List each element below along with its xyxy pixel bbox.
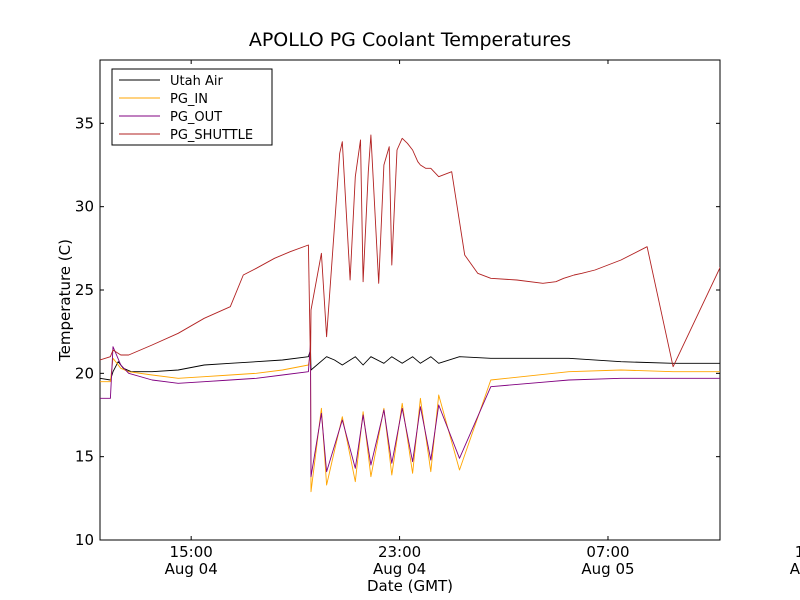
- x-tick-label-time: 23:00: [378, 543, 421, 561]
- series-line-pg-out: [100, 342, 720, 478]
- legend-entry-label: PG_SHUTTLE: [170, 128, 253, 143]
- y-tick-label: 25: [75, 281, 94, 299]
- y-axis-label: Temperature (C): [56, 239, 74, 362]
- legend-box: [111, 68, 273, 146]
- series-line-utah-air: [100, 349, 720, 381]
- x-axis-label: Date (GMT): [367, 577, 453, 595]
- legend-entry-label: PG_IN: [170, 92, 208, 107]
- legend-entry-label: PG_OUT: [170, 110, 222, 125]
- x-tick-label-date: Aug 05: [790, 560, 800, 578]
- x-tick-label-date: Aug 04: [165, 560, 218, 578]
- y-tick-label: 15: [75, 448, 94, 466]
- y-tick-label: 35: [75, 114, 94, 132]
- legend-entry-label: Utah Air: [170, 74, 223, 89]
- legend: Utah Air PG_IN PG_OUT PG_SHUTTLE: [111, 68, 273, 146]
- x-tick-label-date: Aug 05: [581, 560, 634, 578]
- y-tick-label: 20: [75, 364, 94, 382]
- x-tick-label-time: 15:00: [795, 543, 800, 561]
- series-layer: [100, 134, 720, 493]
- series-line-pg-shuttle: [100, 134, 720, 368]
- x-tick-label-time: 15:00: [170, 543, 213, 561]
- y-tick-label: 30: [75, 198, 94, 216]
- y-tick-label: 10: [75, 531, 94, 549]
- chart-title: APOLLO PG Coolant Temperatures: [249, 29, 571, 51]
- x-tick-label-time: 07:00: [586, 543, 629, 561]
- x-tick-label-date: Aug 04: [373, 560, 426, 578]
